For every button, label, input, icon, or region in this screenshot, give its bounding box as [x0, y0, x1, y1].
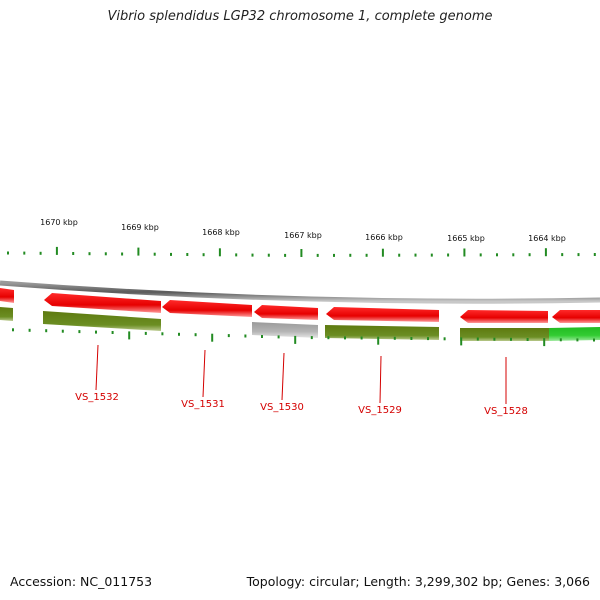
gene-leader-VS_1529	[379, 355, 382, 404]
scale-label: 1666 kbp	[365, 233, 403, 242]
gene-leader-VS_1532	[95, 344, 99, 391]
gene-leader-VS_1530	[281, 352, 285, 401]
cds-track2-1[interactable]	[0, 307, 13, 321]
scale-label: 1670 kbp	[40, 218, 78, 227]
cds-forward-2[interactable]	[44, 293, 161, 313]
scale-label: 1665 kbp	[447, 234, 485, 243]
genome-title: Vibrio splendidus LGP32 chromosome 1, co…	[107, 9, 493, 24]
cds-forward-3[interactable]	[162, 300, 252, 317]
scale-label: 1664 kbp	[528, 234, 566, 243]
topology-label: Topology: circular; Length: 3,299,302 bp…	[246, 574, 590, 589]
scale-label: 1668 kbp	[202, 228, 240, 237]
rna-gray-feature[interactable]	[252, 322, 318, 338]
cds-forward-1[interactable]	[0, 288, 14, 303]
gene-label-VS_1529[interactable]: VS_1529	[358, 405, 402, 416]
cds-forward-4[interactable]	[254, 305, 318, 320]
outer-tick-marks	[7, 246, 596, 257]
genome-backbone	[0, 280, 600, 304]
gene-label-VS_1532[interactable]: VS_1532	[75, 392, 119, 403]
cds-track2-4[interactable]	[460, 328, 549, 341]
cds-forward-6[interactable]	[460, 310, 548, 323]
cds-track2-2[interactable]	[43, 311, 161, 331]
gene-label-VS_1531[interactable]: VS_1531	[181, 399, 225, 410]
scale-labels: 1670 kbp 1669 kbp 1668 kbp 1667 kbp 1666 kbp…	[40, 218, 566, 243]
cds-highlight-green[interactable]	[549, 327, 600, 341]
accession-label: Accession: NC_011753	[10, 574, 153, 589]
cds-forward-7[interactable]	[552, 310, 600, 323]
cds-track2-3[interactable]	[325, 325, 439, 340]
gene-label-VS_1530[interactable]: VS_1530	[260, 402, 304, 413]
scale-label: 1669 kbp	[121, 223, 159, 232]
cds-forward-5[interactable]	[326, 307, 439, 322]
gene-leader-VS_1531	[202, 349, 206, 398]
gene-label-VS_1528[interactable]: VS_1528	[484, 406, 528, 417]
inner-tick-marks	[12, 328, 595, 347]
scale-label: 1667 kbp	[284, 231, 322, 240]
